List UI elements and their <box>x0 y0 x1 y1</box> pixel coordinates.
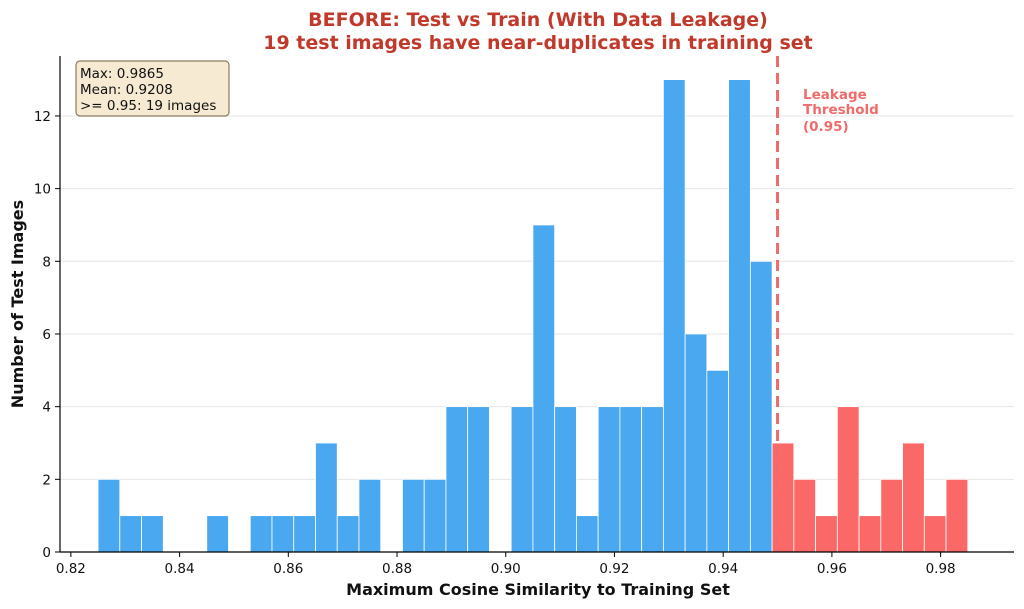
threshold-label-line-3: (0.95) <box>803 119 849 135</box>
x-tick-label: 0.96 <box>817 561 847 577</box>
histogram-bar <box>771 442 795 553</box>
histogram-bar <box>293 515 316 553</box>
histogram-bar <box>858 515 882 553</box>
histogram-bar <box>336 515 360 553</box>
x-axis-label: Maximum Cosine Similarity to Training Se… <box>346 580 730 599</box>
y-tick-label: 4 <box>42 400 51 416</box>
x-tick-label: 0.82 <box>56 561 86 577</box>
histogram-bar <box>423 478 447 553</box>
x-tick-label: 0.86 <box>273 561 303 577</box>
chart-title-line-2: 19 test images have near-duplicates in t… <box>263 32 813 54</box>
stats-count-above-threshold: >= 0.95: 19 images <box>80 98 216 114</box>
x-tick-label: 0.92 <box>599 561 629 577</box>
histogram-bar <box>902 442 925 553</box>
histogram-bar <box>576 515 599 553</box>
histogram-bar <box>836 406 860 553</box>
y-axis-ticks: 0 2 4 6 8 10 12 <box>34 109 60 561</box>
histogram-bar <box>662 79 686 553</box>
chart-title-line-1: BEFORE: Test vs Train (With Data Leakage… <box>308 9 768 31</box>
histogram-bar <box>271 515 295 553</box>
histogram-bar <box>706 369 730 553</box>
threshold-annotation: Leakage Threshold (0.95) <box>803 87 879 135</box>
histogram-bar <box>119 515 142 553</box>
x-tick-label: 0.98 <box>926 561 956 577</box>
histogram-bar <box>641 406 664 553</box>
stats-box-background <box>75 60 230 117</box>
histogram-bar <box>206 515 229 553</box>
histogram-bar <box>554 406 577 553</box>
histogram-bar <box>619 406 643 553</box>
histogram-bar <box>532 224 556 553</box>
y-tick-label: 0 <box>42 545 51 561</box>
histogram-bar <box>749 260 773 553</box>
histogram-bar <box>510 406 534 553</box>
y-tick-label: 10 <box>34 182 51 198</box>
histogram-bar <box>880 478 903 553</box>
histogram-bar <box>923 515 947 553</box>
histogram-bar <box>467 406 490 553</box>
histogram-bars <box>97 79 969 553</box>
y-tick-label: 6 <box>42 327 51 343</box>
histogram-bar <box>684 333 708 553</box>
histogram-bar <box>793 478 816 553</box>
histogram-bar <box>945 478 969 553</box>
x-tick-label: 0.94 <box>708 561 738 577</box>
histogram-bar <box>728 79 751 553</box>
y-tick-label: 8 <box>42 254 51 270</box>
y-axis-label: Number of Test Images <box>8 200 27 408</box>
x-tick-label: 0.90 <box>491 561 521 577</box>
histogram-bar <box>402 478 425 553</box>
stats-mean: Mean: 0.9208 <box>80 82 173 98</box>
histogram-bar <box>815 515 838 553</box>
y-tick-label: 12 <box>34 109 51 125</box>
threshold-label-line-1: Leakage <box>803 87 867 103</box>
histogram-bar <box>445 406 469 553</box>
histogram-bar <box>358 478 382 553</box>
histogram-bar <box>97 478 121 553</box>
histogram-bar <box>315 442 338 553</box>
threshold-label-line-2: Threshold <box>803 102 879 118</box>
y-tick-label: 2 <box>42 472 51 488</box>
histogram-bar <box>141 515 164 553</box>
histogram-bar <box>597 406 621 553</box>
stats-max: Max: 0.9865 <box>80 66 164 82</box>
histogram-bar <box>249 515 273 553</box>
x-axis-ticks: 0.82 0.84 0.86 0.88 0.90 0.92 0.94 0.96 0.98 <box>56 552 956 577</box>
x-tick-label: 0.88 <box>382 561 412 577</box>
stats-box: Max: 0.9865 Mean: 0.9208 >= 0.95: 19 ima… <box>75 60 230 117</box>
x-tick-label: 0.84 <box>165 561 195 577</box>
